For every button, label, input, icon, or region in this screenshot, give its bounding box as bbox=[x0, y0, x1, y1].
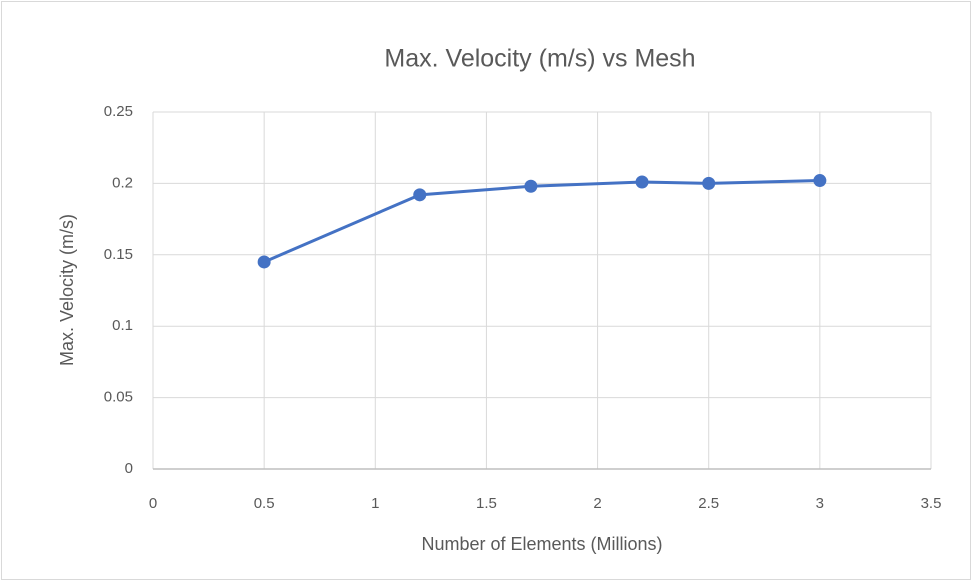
data-point bbox=[813, 174, 827, 188]
x-tick-label: 2 bbox=[593, 495, 601, 512]
data-point bbox=[524, 179, 538, 193]
x-tick-label: 1 bbox=[371, 495, 379, 512]
y-tick-label: 0.2 bbox=[112, 174, 133, 191]
x-tick-label: 1.5 bbox=[476, 495, 497, 512]
x-tick-label: 3.5 bbox=[921, 495, 942, 512]
data-point bbox=[702, 176, 716, 190]
y-tick-label: 0.25 bbox=[104, 103, 133, 120]
y-tick-label: 0.05 bbox=[104, 389, 133, 406]
data-point bbox=[257, 255, 271, 269]
y-tick-label: 0.15 bbox=[104, 246, 133, 263]
x-tick-label: 3 bbox=[816, 495, 824, 512]
x-tick-label: 2.5 bbox=[698, 495, 719, 512]
series-line bbox=[263, 179, 820, 264]
chart-title: Max. Velocity (m/s) vs Mesh bbox=[384, 45, 695, 73]
y-tick-label: 0 bbox=[125, 460, 133, 477]
x-tick-label: 0.5 bbox=[254, 495, 275, 512]
y-tick-label: 0.1 bbox=[112, 317, 133, 334]
x-axis-label: Number of Elements (Millions) bbox=[421, 534, 662, 554]
data-point bbox=[635, 175, 649, 189]
data-point bbox=[413, 188, 427, 202]
y-axis-label: Max. Velocity (m/s) bbox=[57, 214, 77, 366]
x-tick-label: 0 bbox=[149, 495, 157, 512]
